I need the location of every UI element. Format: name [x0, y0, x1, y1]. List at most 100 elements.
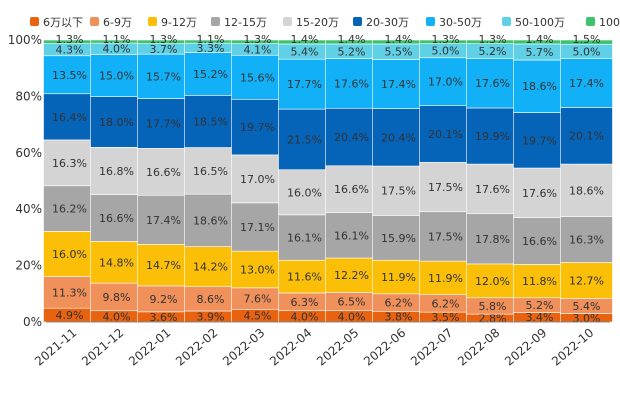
data-label: 7.6% [244, 293, 272, 306]
bar-stack: 4.0%6.3% 11.6% 16.1% 16.0% 21.5% 17.7% 5.4%1.4… [278, 33, 331, 323]
legend-item[interactable]: 12-15万 [211, 16, 267, 29]
data-label: 4.0% [338, 310, 366, 323]
data-label: 18.5% [193, 115, 228, 128]
data-label: 3.9% [197, 310, 225, 323]
data-label: 4.5% [244, 310, 272, 323]
data-label: 11.9% [428, 272, 463, 285]
legend-label: 50-100万 [515, 16, 565, 29]
data-label: 18.6% [193, 214, 228, 227]
legend-swatch [30, 17, 39, 26]
legend-item[interactable]: 30-50万 [426, 16, 482, 29]
bars: 4.9%11.3%16.0%16.2%16.3%16.4%13.5%4.3%1.… [43, 33, 613, 325]
bar-segment [560, 216, 613, 263]
legend-swatch [502, 17, 511, 26]
x-tick-label: 2022-10 [549, 326, 596, 369]
data-label: 1.1% [197, 33, 225, 46]
data-label: 11.3% [52, 286, 87, 299]
bar-segment [513, 264, 566, 299]
bar-segment [513, 59, 566, 113]
bar-segment [325, 107, 378, 167]
bar-segment [90, 96, 143, 148]
y-tick-label: 20% [15, 259, 42, 273]
data-label: 13.0% [240, 263, 275, 276]
data-label: 20.4% [334, 131, 369, 144]
legend-item[interactable]: 6万以下 [30, 16, 83, 29]
data-label: 19.7% [240, 121, 275, 134]
bar-segment [90, 194, 143, 242]
data-label: 3.4% [526, 311, 554, 324]
data-label: 18.0% [99, 116, 134, 129]
bar-segment [90, 54, 143, 97]
legend-item[interactable]: 100万以上 [586, 16, 620, 29]
bar-stack: 4.9% 11.3% 16.0% 16.2% 16.3% 16.4% 13.5% 4.3%1.… [43, 33, 96, 323]
data-label: 5.8% [479, 300, 507, 313]
data-label: 15.0% [99, 69, 134, 82]
bar-segment [231, 54, 284, 100]
data-label: 16.6% [334, 183, 369, 196]
bar-segment [184, 52, 237, 96]
data-label: 17.7% [287, 78, 322, 91]
data-label: 17.4% [569, 77, 604, 90]
bar-stack: 2.8%5.8%12.0%17.8%17.6%19.9%17.6%5.2%1.3… [466, 33, 519, 325]
data-label: 15.6% [240, 71, 275, 84]
data-label: 4.3% [56, 44, 84, 57]
bar-segment [43, 93, 96, 141]
data-label: 3.5% [432, 311, 460, 324]
legend-item[interactable]: 9-12万 [148, 16, 197, 29]
data-label: 3.7% [150, 43, 178, 56]
y-tick-label: 60% [15, 146, 42, 160]
bar-stack: 3.0%5.4%12.7%16.3%18.6%20.1%17.4%5.0%1.5… [560, 33, 613, 325]
bar-segment [43, 185, 96, 232]
data-label: 1.1% [103, 33, 131, 46]
bar-segment [419, 162, 472, 213]
x-tick-label: 2021-11 [32, 326, 79, 369]
bar-segment [560, 163, 613, 217]
data-label: 4.0% [291, 310, 319, 323]
legend-swatch [586, 17, 595, 26]
data-label: 17.0% [428, 76, 463, 89]
bar-segment [231, 202, 284, 252]
data-label: 18.6% [522, 80, 557, 93]
data-label: 9.8% [103, 291, 131, 304]
data-label: 16.2% [52, 203, 87, 216]
data-label: 1.3% [432, 33, 460, 46]
data-label: 16.6% [522, 235, 557, 248]
y-tick-label: 80% [15, 89, 42, 103]
x-tick-label: 2022-04 [267, 326, 314, 369]
data-label: 3.3% [197, 42, 225, 55]
bar-stack: 3.5%6.2% 11.9% 17.5% 17.5% 20.1% 17.0% 5.0%1.3… [419, 33, 472, 324]
data-label: 17.4% [381, 78, 416, 91]
bar-segment [466, 163, 519, 215]
bar-segment [419, 57, 472, 107]
bar-stack: 4.0%9.8%14.8%16.6%16.8%18.0%15.0%4.0%1.1… [90, 33, 143, 323]
data-label: 1.4% [526, 33, 554, 46]
legend-item[interactable]: 6-9万 [90, 16, 132, 29]
data-label: 12.2% [334, 269, 369, 282]
bar-segment [43, 55, 96, 95]
bar-segment [466, 58, 519, 109]
data-label: 17.8% [475, 233, 510, 246]
data-label: 1.4% [291, 33, 319, 46]
bar-stack: 3.8%6.2% 11.9% 15.9% 17.5% 20.4% 17.4% 5.5%1.4… [372, 33, 425, 324]
bar-segment [43, 276, 96, 309]
bar-segment [419, 211, 472, 262]
data-label: 11.9% [381, 271, 416, 284]
data-label: 17.7% [146, 117, 181, 130]
bar-stack: 4.5% 7.6% 13.0% 17.1% 17.0% 19.7% 15.6% 4.1%1.3… [231, 33, 284, 323]
legend-item[interactable]: 50-100万 [502, 16, 565, 29]
data-label: 15.2% [193, 68, 228, 81]
bar-segment [419, 260, 472, 295]
legend-label: 9-12万 [161, 16, 197, 29]
bar-stack: 3.6% 9.2% 14.7% 17.4% 16.6% 17.7% 15.7% 3.7%1.3… [137, 33, 190, 324]
legend-item[interactable]: 15-20万 [283, 16, 339, 29]
data-label: 1.4% [385, 33, 413, 46]
legend-swatch [90, 17, 99, 26]
data-label: 16.3% [569, 234, 604, 247]
bar-segment [137, 53, 190, 99]
data-label: 16.4% [52, 111, 87, 124]
x-tick-label: 2022-03 [220, 326, 267, 369]
bar-segment [184, 95, 237, 148]
legend-item[interactable]: 20-30万 [353, 16, 409, 29]
data-label: 20.1% [428, 128, 463, 141]
data-label: 11.8% [522, 275, 557, 288]
